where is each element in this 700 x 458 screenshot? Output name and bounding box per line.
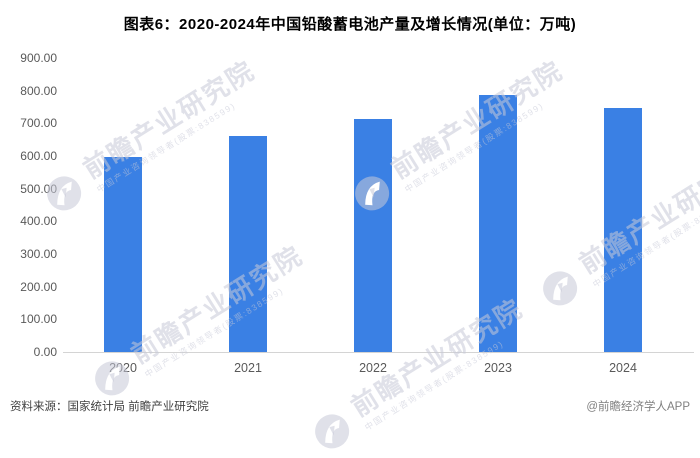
y-axis-tick-label: 600.00 xyxy=(20,149,57,163)
bar-2021 xyxy=(229,135,267,352)
qianzhan-logo-icon xyxy=(315,414,350,449)
x-axis-tick-label: 2021 xyxy=(234,361,262,375)
bar-2022 xyxy=(354,119,392,352)
plot-area xyxy=(63,58,694,352)
chart-page: { "title": "图表6：2020-2024年中国铅酸蓄电池产量及增长情况… xyxy=(10,16,700,449)
bar-2023 xyxy=(479,94,517,352)
y-axis-tick-label: 100.00 xyxy=(20,312,57,327)
x-axis-tick-label: 2022 xyxy=(359,361,387,375)
y-axis-tick-label: 200.00 xyxy=(20,279,57,294)
bar-2024 xyxy=(604,107,642,352)
y-axis-tick-label: 800.00 xyxy=(20,83,57,98)
chart-title: 图表6：2020-2024年中国铅酸蓄电池产量及增长情况(单位：万吨) xyxy=(123,16,577,33)
y-axis-tick-label: 700.00 xyxy=(20,116,57,131)
x-axis-tick-label: 2024 xyxy=(609,361,637,375)
y-axis-tick-label: 500.00 xyxy=(20,181,57,196)
y-axis-tick-label: 0.00 xyxy=(33,345,57,359)
y-axis-tick-label: 300.00 xyxy=(20,247,57,261)
bar-2020 xyxy=(104,156,142,352)
source-note: 资料来源：国家统计局 前瞻产业研究院 xyxy=(10,401,209,413)
y-axis-tick-label: 900.00 xyxy=(20,51,57,65)
x-axis-tick-label: 2023 xyxy=(484,361,512,375)
credit-note: @前瞻经济学人APP xyxy=(586,401,690,413)
y-axis-tick-label: 400.00 xyxy=(20,214,57,229)
x-axis-tick-label: 2020 xyxy=(109,361,137,375)
x-axis-line xyxy=(63,352,694,353)
